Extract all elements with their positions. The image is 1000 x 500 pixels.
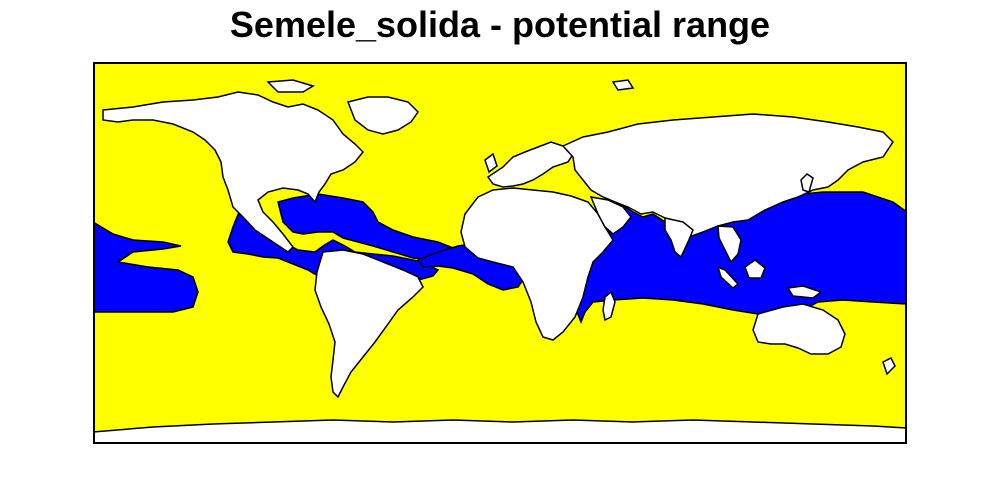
land-great-britain <box>484 152 498 174</box>
land-africa <box>460 187 614 341</box>
land-india <box>664 217 694 259</box>
land-antarctica <box>93 419 907 444</box>
land-australia <box>752 303 846 355</box>
land-greenland <box>346 96 419 135</box>
land-se-asia <box>717 225 742 264</box>
land-borneo <box>744 259 766 279</box>
land-svalbard <box>611 79 635 91</box>
map-border <box>93 62 907 444</box>
land-new-zealand <box>882 356 896 376</box>
land-japan <box>800 173 814 193</box>
land-madagascar <box>602 290 616 322</box>
range-indo-pacific <box>574 191 907 325</box>
land-sumatra <box>716 265 740 289</box>
land-new-guinea <box>786 285 823 299</box>
land-north-america <box>102 91 365 253</box>
land-arctic-islands <box>266 79 315 93</box>
land-layer <box>93 79 907 444</box>
world-map <box>93 62 907 444</box>
range-east-pacific <box>93 221 199 313</box>
land-asia <box>561 113 894 238</box>
map-title: Semele_solida - potential range <box>229 4 771 45</box>
map-svg <box>93 62 907 444</box>
land-south-america <box>314 249 424 399</box>
land-arabia <box>589 196 632 235</box>
land-europe <box>486 141 574 188</box>
